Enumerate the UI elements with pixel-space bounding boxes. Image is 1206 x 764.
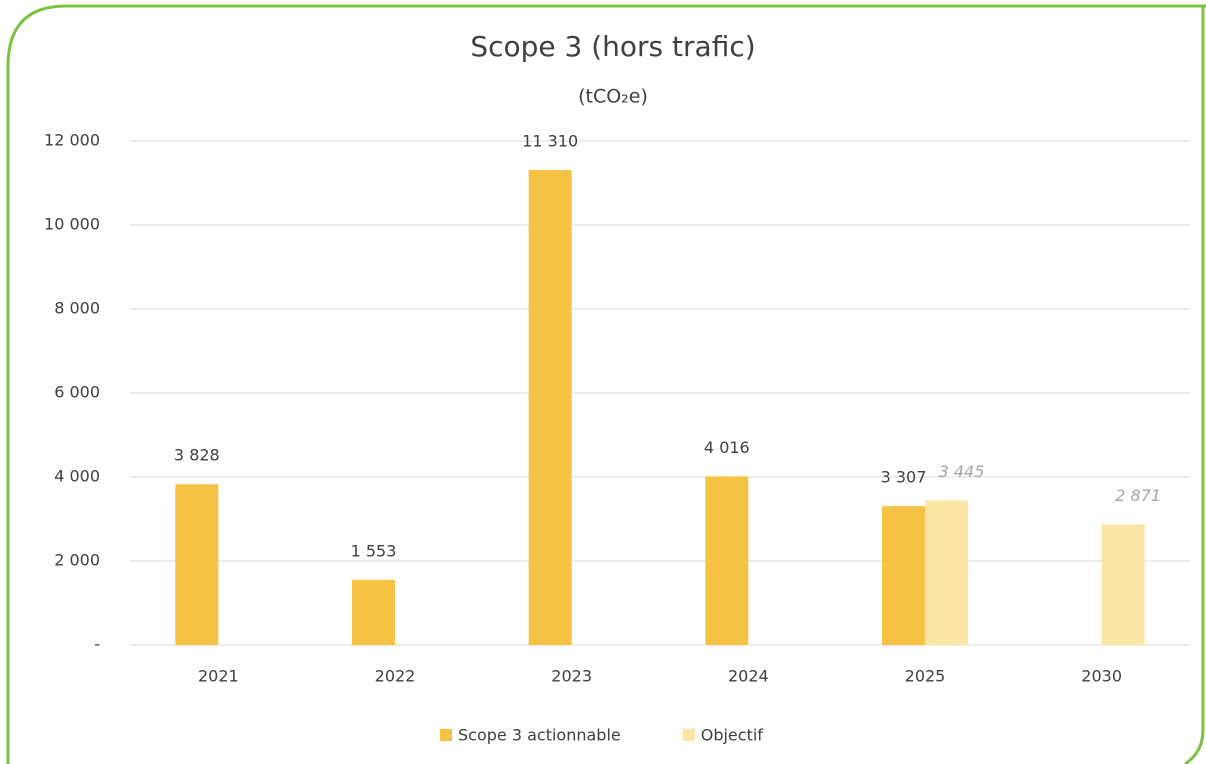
x-tick-label: 2025 bbox=[905, 667, 946, 686]
value-label: 11 310 bbox=[522, 131, 578, 150]
value-label: 4 016 bbox=[704, 438, 750, 457]
chart-title: Scope 3 (hors trafic) bbox=[470, 30, 755, 63]
legend-swatch bbox=[440, 729, 452, 741]
value-label: 1 553 bbox=[351, 541, 397, 560]
x-tick-label: 2022 bbox=[375, 667, 416, 686]
y-tick-label: 8 000 bbox=[54, 299, 100, 318]
bar bbox=[528, 169, 572, 646]
x-tick-label: 2024 bbox=[728, 667, 769, 686]
y-tick-label: 2 000 bbox=[54, 551, 100, 570]
value-label: 3 445 bbox=[939, 462, 985, 481]
bar bbox=[352, 579, 395, 645]
y-tick-label: 10 000 bbox=[44, 215, 100, 234]
x-tick-label: 2021 bbox=[198, 667, 239, 686]
y-tick-label: - bbox=[94, 635, 100, 654]
frame bbox=[1184, 6, 1205, 764]
legend-swatch bbox=[682, 729, 695, 741]
x-tick-label: 2023 bbox=[551, 667, 592, 686]
y-tick-label: 12 000 bbox=[44, 131, 100, 150]
legend-label: Objectif bbox=[701, 726, 764, 745]
y-tick-label: 4 000 bbox=[54, 467, 100, 486]
bar bbox=[705, 476, 749, 645]
value-label: 3 307 bbox=[881, 468, 927, 487]
value-label: 2 871 bbox=[1115, 486, 1161, 505]
bar bbox=[175, 484, 219, 645]
legend-label: Scope 3 actionnable bbox=[458, 726, 621, 745]
bar bbox=[925, 500, 968, 645]
bar bbox=[1101, 524, 1145, 645]
chart-subtitle: (tCO₂e) bbox=[578, 86, 648, 108]
y-tick-label: 6 000 bbox=[54, 383, 100, 402]
frame bbox=[6, 4, 1206, 764]
bar bbox=[882, 506, 925, 645]
x-tick-label: 2030 bbox=[1081, 667, 1122, 686]
value-label: 3 828 bbox=[174, 446, 220, 465]
